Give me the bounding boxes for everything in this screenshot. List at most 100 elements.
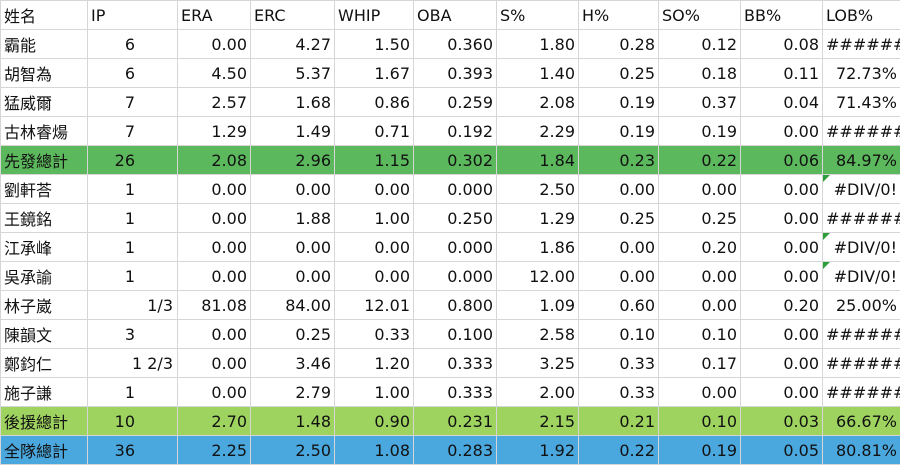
value-cell: 1 — [87, 232, 178, 262]
value-cell: 0.00 — [578, 174, 659, 204]
value-cell: 1.08 — [334, 435, 414, 465]
value-cell: 0.00 — [177, 348, 251, 378]
value-cell: 12.01 — [334, 290, 414, 320]
value-cell: 0.00 — [250, 261, 335, 291]
value-cell: 0.22 — [658, 145, 741, 175]
header-row: 姓名 IP ERA ERC WHIP OBA S% H% SO% BB% LOB% — [0, 0, 900, 30]
header-cell: IP — [87, 0, 178, 30]
value-cell: ###### — [822, 319, 900, 349]
header-cell: 姓名 — [0, 0, 88, 30]
value-cell: 84.97% — [822, 145, 900, 175]
value-cell: 0.00 — [740, 116, 823, 146]
data-row: 後援總計 10 2.70 1.48 0.90 0.231 2.15 0.21 0.10 0.03 6… — [0, 406, 900, 436]
value-cell: 0.00 — [334, 261, 414, 291]
value-cell: 0.33 — [578, 348, 659, 378]
value-cell: 66.67% — [822, 406, 900, 436]
value-cell: 0.00 — [250, 232, 335, 262]
value-cell: #DIV/0! — [822, 232, 900, 262]
value-cell: 1.92 — [496, 435, 579, 465]
data-row: 先發總計 26 2.08 2.96 1.15 0.302 1.84 0.23 0.22 0.06 8… — [0, 145, 900, 175]
value-cell: 0.20 — [658, 232, 741, 262]
value-cell: 1.29 — [177, 116, 251, 146]
value-cell: 2.15 — [496, 406, 579, 436]
value-cell: 1/3 — [87, 290, 178, 320]
data-row: 猛威爾 7 2.57 1.68 0.86 0.259 2.08 0.19 0.37 0.04 71.… — [0, 87, 900, 117]
value-cell: 0.12 — [658, 29, 741, 59]
value-cell: 0.11 — [740, 58, 823, 88]
value-cell: 5.37 — [250, 58, 335, 88]
value-cell: 0.33 — [578, 377, 659, 407]
value-cell: 0.000 — [413, 261, 497, 291]
name-cell: 施子謙 — [0, 377, 88, 407]
value-cell: 0.71 — [334, 116, 414, 146]
value-cell: 0.00 — [177, 174, 251, 204]
name-cell: 江承峰 — [0, 232, 88, 262]
data-row: 劉軒荅 1 0.00 0.00 0.00 0.000 2.50 0.00 0.00 0.00 #DI… — [0, 174, 900, 204]
value-cell: 25.00% — [822, 290, 900, 320]
value-cell: ###### — [822, 116, 900, 146]
value-cell: 1.49 — [250, 116, 335, 146]
value-cell: 2.50 — [496, 174, 579, 204]
value-cell: 0.00 — [740, 232, 823, 262]
value-cell: 72.73% — [822, 58, 900, 88]
name-cell: 全隊總計 — [0, 435, 88, 465]
data-row: 古林睿煬 7 1.29 1.49 0.71 0.192 2.29 0.19 0.19 0.00 ##… — [0, 116, 900, 146]
value-cell: 0.259 — [413, 87, 497, 117]
value-cell: 0.000 — [413, 232, 497, 262]
value-cell: 0.19 — [658, 116, 741, 146]
value-cell: 0.231 — [413, 406, 497, 436]
name-cell: 林子崴 — [0, 290, 88, 320]
value-cell: 0.10 — [658, 406, 741, 436]
name-cell: 後援總計 — [0, 406, 88, 436]
value-cell: 1.20 — [334, 348, 414, 378]
value-cell: 0.302 — [413, 145, 497, 175]
value-cell: 0.23 — [578, 145, 659, 175]
value-cell: 1.88 — [250, 203, 335, 233]
value-cell: #DIV/0! — [822, 261, 900, 291]
data-row: 江承峰 1 0.00 0.00 0.00 0.000 1.86 0.00 0.20 0.00 #DI… — [0, 232, 900, 262]
value-cell: 0.00 — [177, 232, 251, 262]
value-cell: 1.40 — [496, 58, 579, 88]
name-cell: 猛威爾 — [0, 87, 88, 117]
value-cell: 2.79 — [250, 377, 335, 407]
value-cell: 6 — [87, 29, 178, 59]
value-cell: 1.48 — [250, 406, 335, 436]
value-cell: 0.10 — [578, 319, 659, 349]
name-cell: 霸能 — [0, 29, 88, 59]
name-cell: 王鏡銘 — [0, 203, 88, 233]
value-cell: 0.00 — [658, 261, 741, 291]
value-cell: 0.100 — [413, 319, 497, 349]
value-cell: 84.00 — [250, 290, 335, 320]
value-cell: 2.70 — [177, 406, 251, 436]
value-cell: 0.05 — [740, 435, 823, 465]
value-cell: 1.50 — [334, 29, 414, 59]
value-cell: 1 — [87, 377, 178, 407]
header-cell: S% — [496, 0, 579, 30]
value-cell: 1 — [87, 174, 178, 204]
name-cell: 吳承諭 — [0, 261, 88, 291]
value-cell: 0.19 — [578, 116, 659, 146]
data-row: 施子謙 1 0.00 2.79 1.00 0.333 2.00 0.33 0.00 0.00 ###… — [0, 377, 900, 407]
value-cell: 0.28 — [578, 29, 659, 59]
value-cell: 0.25 — [658, 203, 741, 233]
name-cell: 劉軒荅 — [0, 174, 88, 204]
value-cell: 0.86 — [334, 87, 414, 117]
value-cell: 10 — [87, 406, 178, 436]
value-cell: 2.08 — [496, 87, 579, 117]
data-row: 霸能 6 0.00 4.27 1.50 0.360 1.80 0.28 0.12 0.08 ####… — [0, 29, 900, 59]
value-cell: 1.67 — [334, 58, 414, 88]
value-cell: 0.00 — [658, 377, 741, 407]
value-cell: 1 2/3 — [87, 348, 178, 378]
value-cell: 0.20 — [740, 290, 823, 320]
data-row: 吳承諭 1 0.00 0.00 0.00 0.000 12.00 0.00 0.00 0.00 #D… — [0, 261, 900, 291]
value-cell: 0.03 — [740, 406, 823, 436]
value-cell: 0.37 — [658, 87, 741, 117]
value-cell: 0.333 — [413, 377, 497, 407]
value-cell: 0.00 — [658, 290, 741, 320]
value-cell: 1 — [87, 261, 178, 291]
value-cell: 0.00 — [578, 232, 659, 262]
data-row: 鄭鈞仁 1 2/3 0.00 3.46 1.20 0.333 3.25 0.33 0.17 0.0… — [0, 348, 900, 378]
value-cell: 0.33 — [334, 319, 414, 349]
value-cell: 4.50 — [177, 58, 251, 88]
value-cell: 0.18 — [658, 58, 741, 88]
